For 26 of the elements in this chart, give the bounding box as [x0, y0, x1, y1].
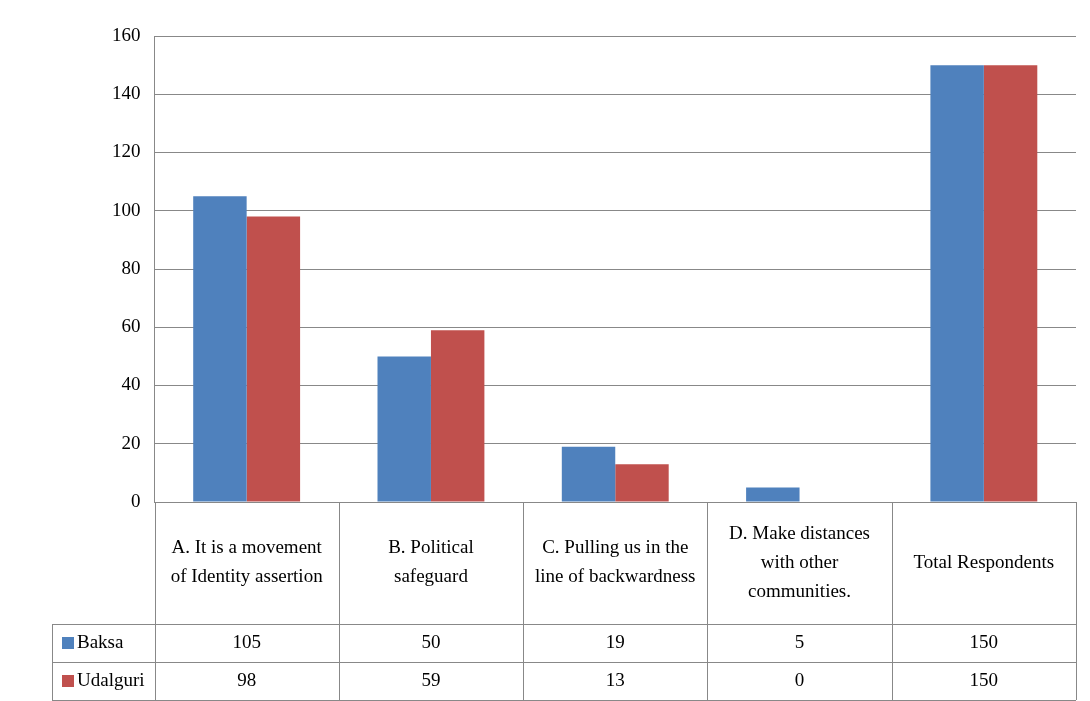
- legend-label: Udalguri: [77, 668, 145, 690]
- data-label: 0: [794, 668, 805, 690]
- x-tick-label: A. It is a movement of Identity assertion: [170, 536, 324, 587]
- data-label: 105: [232, 630, 261, 652]
- data-label: 5: [794, 630, 805, 652]
- data-label: 50: [421, 630, 441, 652]
- x-tick-label: Total Respondents: [913, 550, 1055, 572]
- y-tick-label: 60: [121, 315, 141, 337]
- y-tick-label: 120: [112, 140, 141, 162]
- x-tick-label: C. Pulling us in the line of backwardness: [535, 536, 696, 587]
- x-tick-label: B. Political safeguard: [388, 536, 474, 587]
- x-tick-label: D. Make distances with other communities.: [729, 521, 870, 601]
- y-tick-label: 40: [121, 373, 141, 395]
- legend-label: Baksa: [77, 630, 124, 652]
- y-tick-label: 80: [121, 256, 141, 278]
- data-label: 150: [969, 630, 999, 652]
- data-label: 150: [969, 668, 999, 690]
- y-tick-label: 100: [112, 198, 141, 220]
- data-label: 19: [605, 630, 625, 652]
- y-tick-label: 140: [112, 82, 141, 104]
- y-tick-label: 160: [112, 23, 141, 45]
- data-label: 13: [605, 668, 625, 690]
- data-label: 98: [237, 668, 257, 690]
- data-label: 59: [421, 668, 441, 690]
- y-tick-label: 0: [131, 489, 141, 511]
- y-tick-label: 20: [121, 431, 141, 453]
